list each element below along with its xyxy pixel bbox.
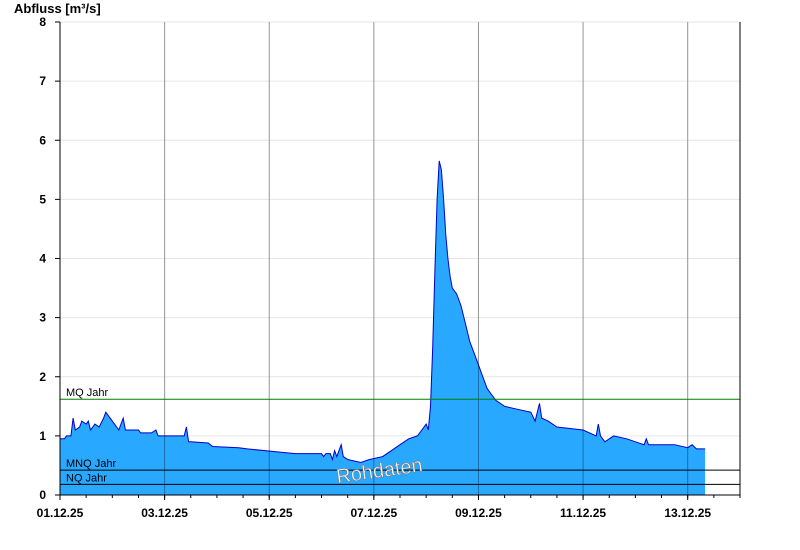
x-ticks: 01.12.25 03.12.25 05.12.25 07.12.25 09.12.25…	[37, 495, 741, 520]
x-tick-label: 09.12.25	[455, 506, 502, 520]
y-tick-label: 0	[39, 488, 46, 502]
x-tick-label: 05.12.25	[246, 506, 293, 520]
x-tick-label: 07.12.25	[350, 506, 397, 520]
x-tick-label: 03.12.25	[141, 506, 188, 520]
reference-line-label: MNQ Jahr	[66, 458, 116, 470]
x-tick-label: 01.12.25	[37, 506, 84, 520]
y-tick-label: 3	[39, 311, 46, 325]
y-tick-label: 1	[39, 429, 46, 443]
y-tick-label: 5	[39, 192, 46, 206]
reference-lines: MQ Jahr MNQ Jahr NQ Jahr	[60, 387, 740, 485]
series-line	[60, 160, 706, 464]
grid	[59, 21, 740, 496]
y-tick-label: 6	[39, 133, 46, 147]
x-tick-label: 13.12.25	[664, 506, 711, 520]
y-tick-label: 2	[39, 370, 46, 384]
x-tick-label: 11.12.25	[560, 506, 606, 520]
y-tick-label: 8	[39, 15, 46, 29]
y-tick-label: 7	[39, 74, 46, 88]
reference-line-label: NQ Jahr	[66, 472, 107, 484]
y-ticks: 0 1 2 3 4 5 6 7 8	[39, 15, 60, 502]
series-area	[60, 160, 706, 495]
y-tick-label: 4	[39, 252, 46, 266]
y-axis-title: Abfluss [m³/s]	[14, 1, 101, 16]
reference-line-label: MQ Jahr	[66, 387, 109, 399]
